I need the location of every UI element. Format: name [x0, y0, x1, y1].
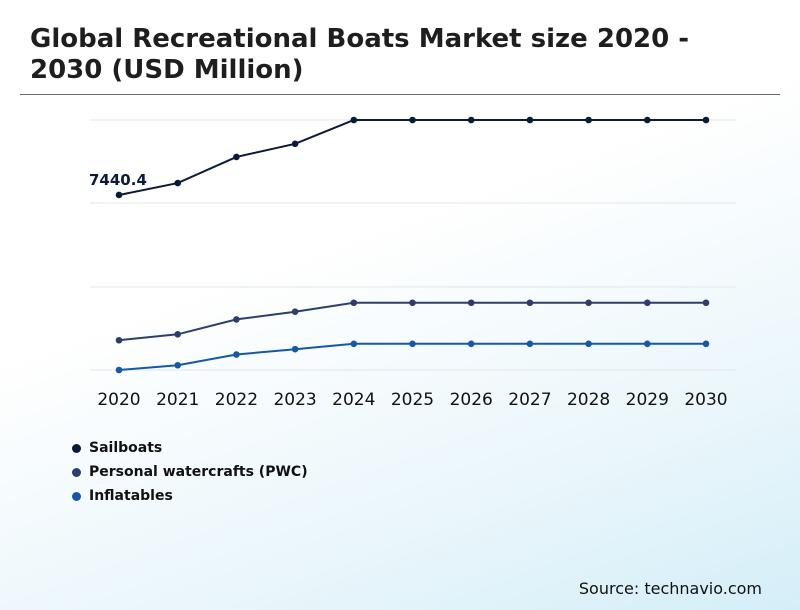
x-tick-2024: 2024: [332, 390, 375, 410]
line-chart: 7440.4 2020 2021 2022 2023 2024 2025 2026 2027 2…: [89, 116, 736, 410]
point-s2-3: [291, 345, 299, 353]
point-s0-7: [526, 116, 534, 124]
chart-title: Global Recreational Boats Market size 20…: [30, 24, 690, 85]
x-tick-2021: 2021: [156, 390, 199, 410]
point-s1-1: [174, 330, 181, 338]
point-s1-3: [291, 308, 299, 315]
point-s0-0: [115, 191, 123, 199]
point-s2-4: [350, 340, 358, 348]
point-s1-2: [233, 316, 240, 323]
point-s2-5: [409, 340, 416, 348]
legend-label: Inflatables: [89, 488, 173, 504]
x-tick-2023: 2023: [273, 390, 316, 410]
x-tick-2029: 2029: [626, 390, 669, 410]
data-labels: 7440.4: [89, 171, 147, 189]
point-s2-2: [233, 351, 240, 358]
x-tick-2030: 2030: [684, 390, 727, 410]
point-s0-3: [291, 140, 299, 148]
point-s1-5: [409, 299, 416, 307]
point-s0-2: [233, 153, 240, 161]
point-s2-10: [702, 340, 710, 348]
legend-dot-icon: [72, 443, 81, 453]
point-s2-7: [526, 340, 534, 348]
point-s2-9: [644, 340, 651, 348]
x-tick-labels: 2020 2021 2022 2023 2024 2025 2026 2027 2028 2029…: [97, 390, 727, 410]
data-label-0: 7440.4: [89, 171, 147, 189]
title-divider: [20, 94, 780, 95]
x-tick-2026: 2026: [450, 390, 493, 410]
legend-dot-icon: [72, 491, 81, 501]
series-line-0: [118, 119, 706, 196]
point-s1-10: [702, 299, 710, 307]
series-points: [115, 116, 710, 374]
x-tick-2022: 2022: [215, 390, 258, 410]
point-s1-8: [585, 299, 592, 307]
point-s2-8: [585, 340, 592, 348]
point-s0-1: [174, 179, 181, 187]
legend-item-1: Personal watercrafts (PWC): [72, 460, 308, 484]
x-tick-2020: 2020: [97, 390, 140, 410]
point-s0-8: [585, 116, 592, 124]
point-s0-9: [644, 116, 651, 124]
x-tick-2028: 2028: [567, 390, 610, 410]
point-s0-5: [409, 116, 416, 124]
legend-dot-icon: [72, 467, 81, 477]
x-tick-2025: 2025: [391, 390, 434, 410]
point-s0-4: [350, 116, 358, 124]
source-note: Source: technavio.com: [578, 579, 762, 598]
point-s1-4: [350, 299, 358, 307]
series-line-2: [118, 342, 706, 371]
point-s1-7: [526, 299, 534, 307]
legend-label: Personal watercrafts (PWC): [89, 464, 308, 480]
point-s0-6: [467, 116, 475, 124]
series-lines: [118, 119, 706, 371]
point-s2-6: [467, 340, 475, 348]
point-s2-0: [115, 366, 123, 374]
series-line-1: [118, 301, 706, 342]
point-s2-1: [174, 361, 181, 369]
x-tick-2027: 2027: [508, 390, 551, 410]
legend-item-0: Sailboats: [72, 436, 308, 460]
point-s0-10: [702, 116, 710, 124]
legend-item-2: Inflatables: [72, 484, 308, 508]
point-s1-0: [115, 336, 123, 344]
legend-label: Sailboats: [89, 440, 163, 456]
point-s1-6: [467, 299, 475, 307]
point-s1-9: [644, 299, 651, 307]
legend: Sailboats Personal watercrafts (PWC) Infla…: [72, 436, 308, 508]
